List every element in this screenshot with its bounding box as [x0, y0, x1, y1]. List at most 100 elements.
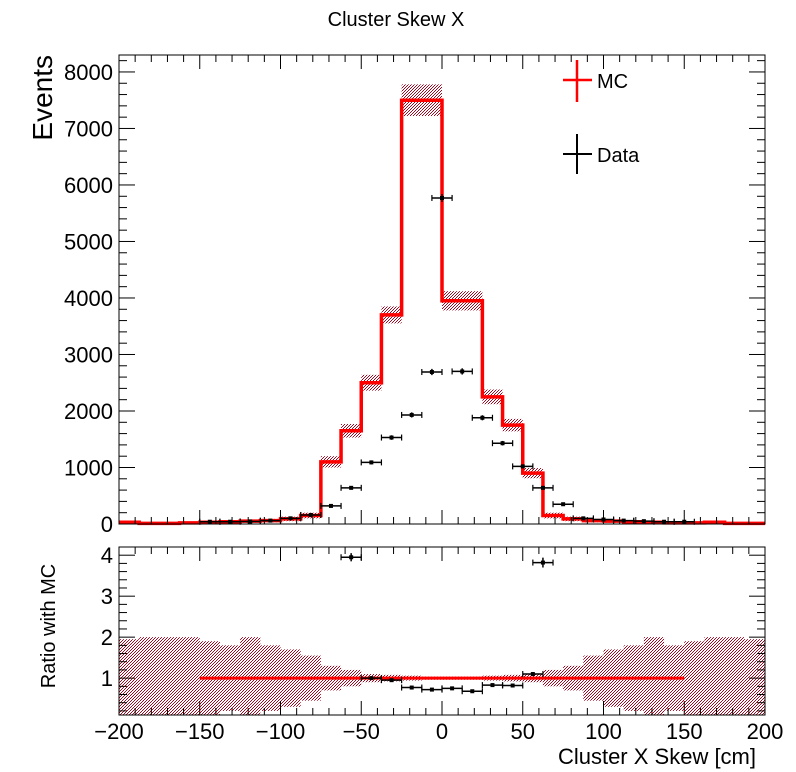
- data-point-marker: [369, 460, 374, 465]
- main-ytick-label: 8000: [64, 60, 113, 85]
- data-point-marker: [460, 369, 465, 374]
- ratio-uncertainty-band: [119, 637, 765, 715]
- legend: MC Data: [563, 60, 640, 174]
- ratio-xtick-label: −150: [175, 719, 225, 744]
- data-point: [491, 440, 514, 447]
- ratio-xtick-label: 200: [747, 719, 784, 744]
- main-ytick-label: 6000: [64, 173, 113, 198]
- ratio-xtick-label: −50: [343, 719, 380, 744]
- data-point-marker: [369, 676, 374, 681]
- ratio-band-bin: [240, 637, 261, 715]
- ratio-ytick-label: 3: [101, 584, 113, 609]
- data-point-marker: [389, 435, 394, 440]
- data-point-marker: [308, 512, 313, 517]
- data-point-marker: [248, 519, 253, 524]
- ratio-data-point: [522, 671, 544, 678]
- ratio-xtick-label: 50: [511, 719, 535, 744]
- main-axes: 0 1000 2000 3000 4000 5000 6000 7000 8000: [64, 55, 766, 537]
- ratio-data-point: [421, 686, 443, 693]
- ratio-xtick-label: 100: [585, 719, 622, 744]
- data-point-marker: [268, 518, 273, 523]
- ratio-xtick-label: −200: [94, 719, 144, 744]
- data-point: [360, 459, 383, 466]
- ratio-ytick-label: 2: [101, 625, 113, 650]
- ratio-axes: 1 2 3 4 −200 −150 −100 −50 0 50 100 150 200: [94, 543, 783, 744]
- ratio-band-bin: [643, 637, 665, 715]
- data-point: [340, 484, 362, 491]
- data-point-marker: [520, 464, 525, 469]
- ratio-data-point: [340, 553, 362, 562]
- ratio-data-point: [441, 685, 463, 692]
- ratio-ylabel: Ratio with MC: [38, 564, 60, 688]
- data-point: [320, 502, 342, 509]
- ratio-xtick-label: −100: [256, 719, 306, 744]
- data-point-marker: [409, 685, 414, 690]
- data-point-marker: [429, 369, 434, 374]
- data-point: [431, 194, 453, 202]
- ratio-band-bin: [684, 641, 705, 715]
- data-point-marker: [409, 412, 414, 417]
- ratio-band-bin: [704, 637, 725, 715]
- main-frame: [118, 54, 766, 525]
- data-point-marker: [480, 415, 485, 420]
- main-ylabel: Events: [27, 55, 58, 141]
- main-ytick-label: 3000: [64, 342, 113, 367]
- main-ytick-label: 4000: [64, 286, 113, 311]
- x-axis-label: Cluster X Skew [cm]: [558, 744, 756, 769]
- ratio-band-bin: [724, 637, 745, 715]
- data-point: [471, 414, 494, 421]
- ratio-data-point: [461, 688, 483, 695]
- ratio-data-point: [481, 682, 504, 689]
- main-ytick-label: 2000: [64, 399, 113, 424]
- ratio-band-bin: [139, 637, 160, 715]
- data-point-marker: [621, 518, 626, 523]
- data-point-marker: [288, 516, 293, 521]
- data-point-marker: [440, 195, 444, 200]
- data-point-marker: [540, 485, 545, 490]
- ratio-band-bin: [159, 637, 180, 715]
- ratio-xtick-label: 0: [436, 719, 448, 744]
- data-point-marker: [510, 683, 515, 688]
- data-point-marker: [470, 689, 475, 694]
- ratio-data-point: [401, 684, 423, 691]
- mc-step-line: [119, 98, 765, 526]
- legend-data-label: Data: [597, 145, 640, 167]
- chart-title: Cluster Skew X: [328, 9, 465, 31]
- ratio-xtick-label: 150: [666, 719, 703, 744]
- ratio-ytick-label: 1: [101, 666, 113, 691]
- data-point-marker: [530, 672, 535, 677]
- data-point-marker: [450, 686, 455, 691]
- data-point-marker: [429, 687, 434, 692]
- ratio-band-bin: [744, 639, 765, 715]
- ratio-band-bin: [179, 637, 200, 715]
- data-point-marker: [349, 485, 354, 490]
- ratio-ytick-label: 4: [101, 543, 113, 568]
- data-point: [300, 511, 322, 518]
- data-point: [380, 434, 403, 441]
- legend-data-marker: [563, 134, 592, 174]
- ratio-band-bin: [119, 639, 140, 715]
- main-ytick-label: 7000: [64, 116, 113, 141]
- data-point: [512, 463, 534, 470]
- ratio-panel: 1 2 3 4 −200 −150 −100 −50 0 50 100 150 200 Ratio wi…: [38, 543, 783, 769]
- data-point-marker: [641, 519, 646, 524]
- data-point: [532, 484, 554, 491]
- mc-histogram: [119, 98, 765, 526]
- main-ytick-label: 5000: [64, 229, 113, 254]
- data-point-marker: [490, 683, 495, 688]
- data-point-marker: [207, 519, 212, 524]
- data-point-marker: [540, 560, 545, 565]
- data-points: [199, 194, 695, 525]
- data-point-marker: [581, 516, 586, 521]
- main-ytick-label: 0: [101, 512, 113, 537]
- main-ytick-label: 1000: [64, 455, 113, 480]
- data-point: [401, 411, 423, 418]
- ratio-data-point: [501, 682, 524, 689]
- data-point-marker: [662, 519, 667, 524]
- main-panel: 0 1000 2000 3000 4000 5000 6000 7000 8000 Events: [27, 54, 766, 537]
- data-point: [451, 368, 473, 375]
- data-point: [552, 501, 574, 508]
- legend-mc-marker: [563, 60, 592, 102]
- ratio-data-point: [532, 557, 554, 568]
